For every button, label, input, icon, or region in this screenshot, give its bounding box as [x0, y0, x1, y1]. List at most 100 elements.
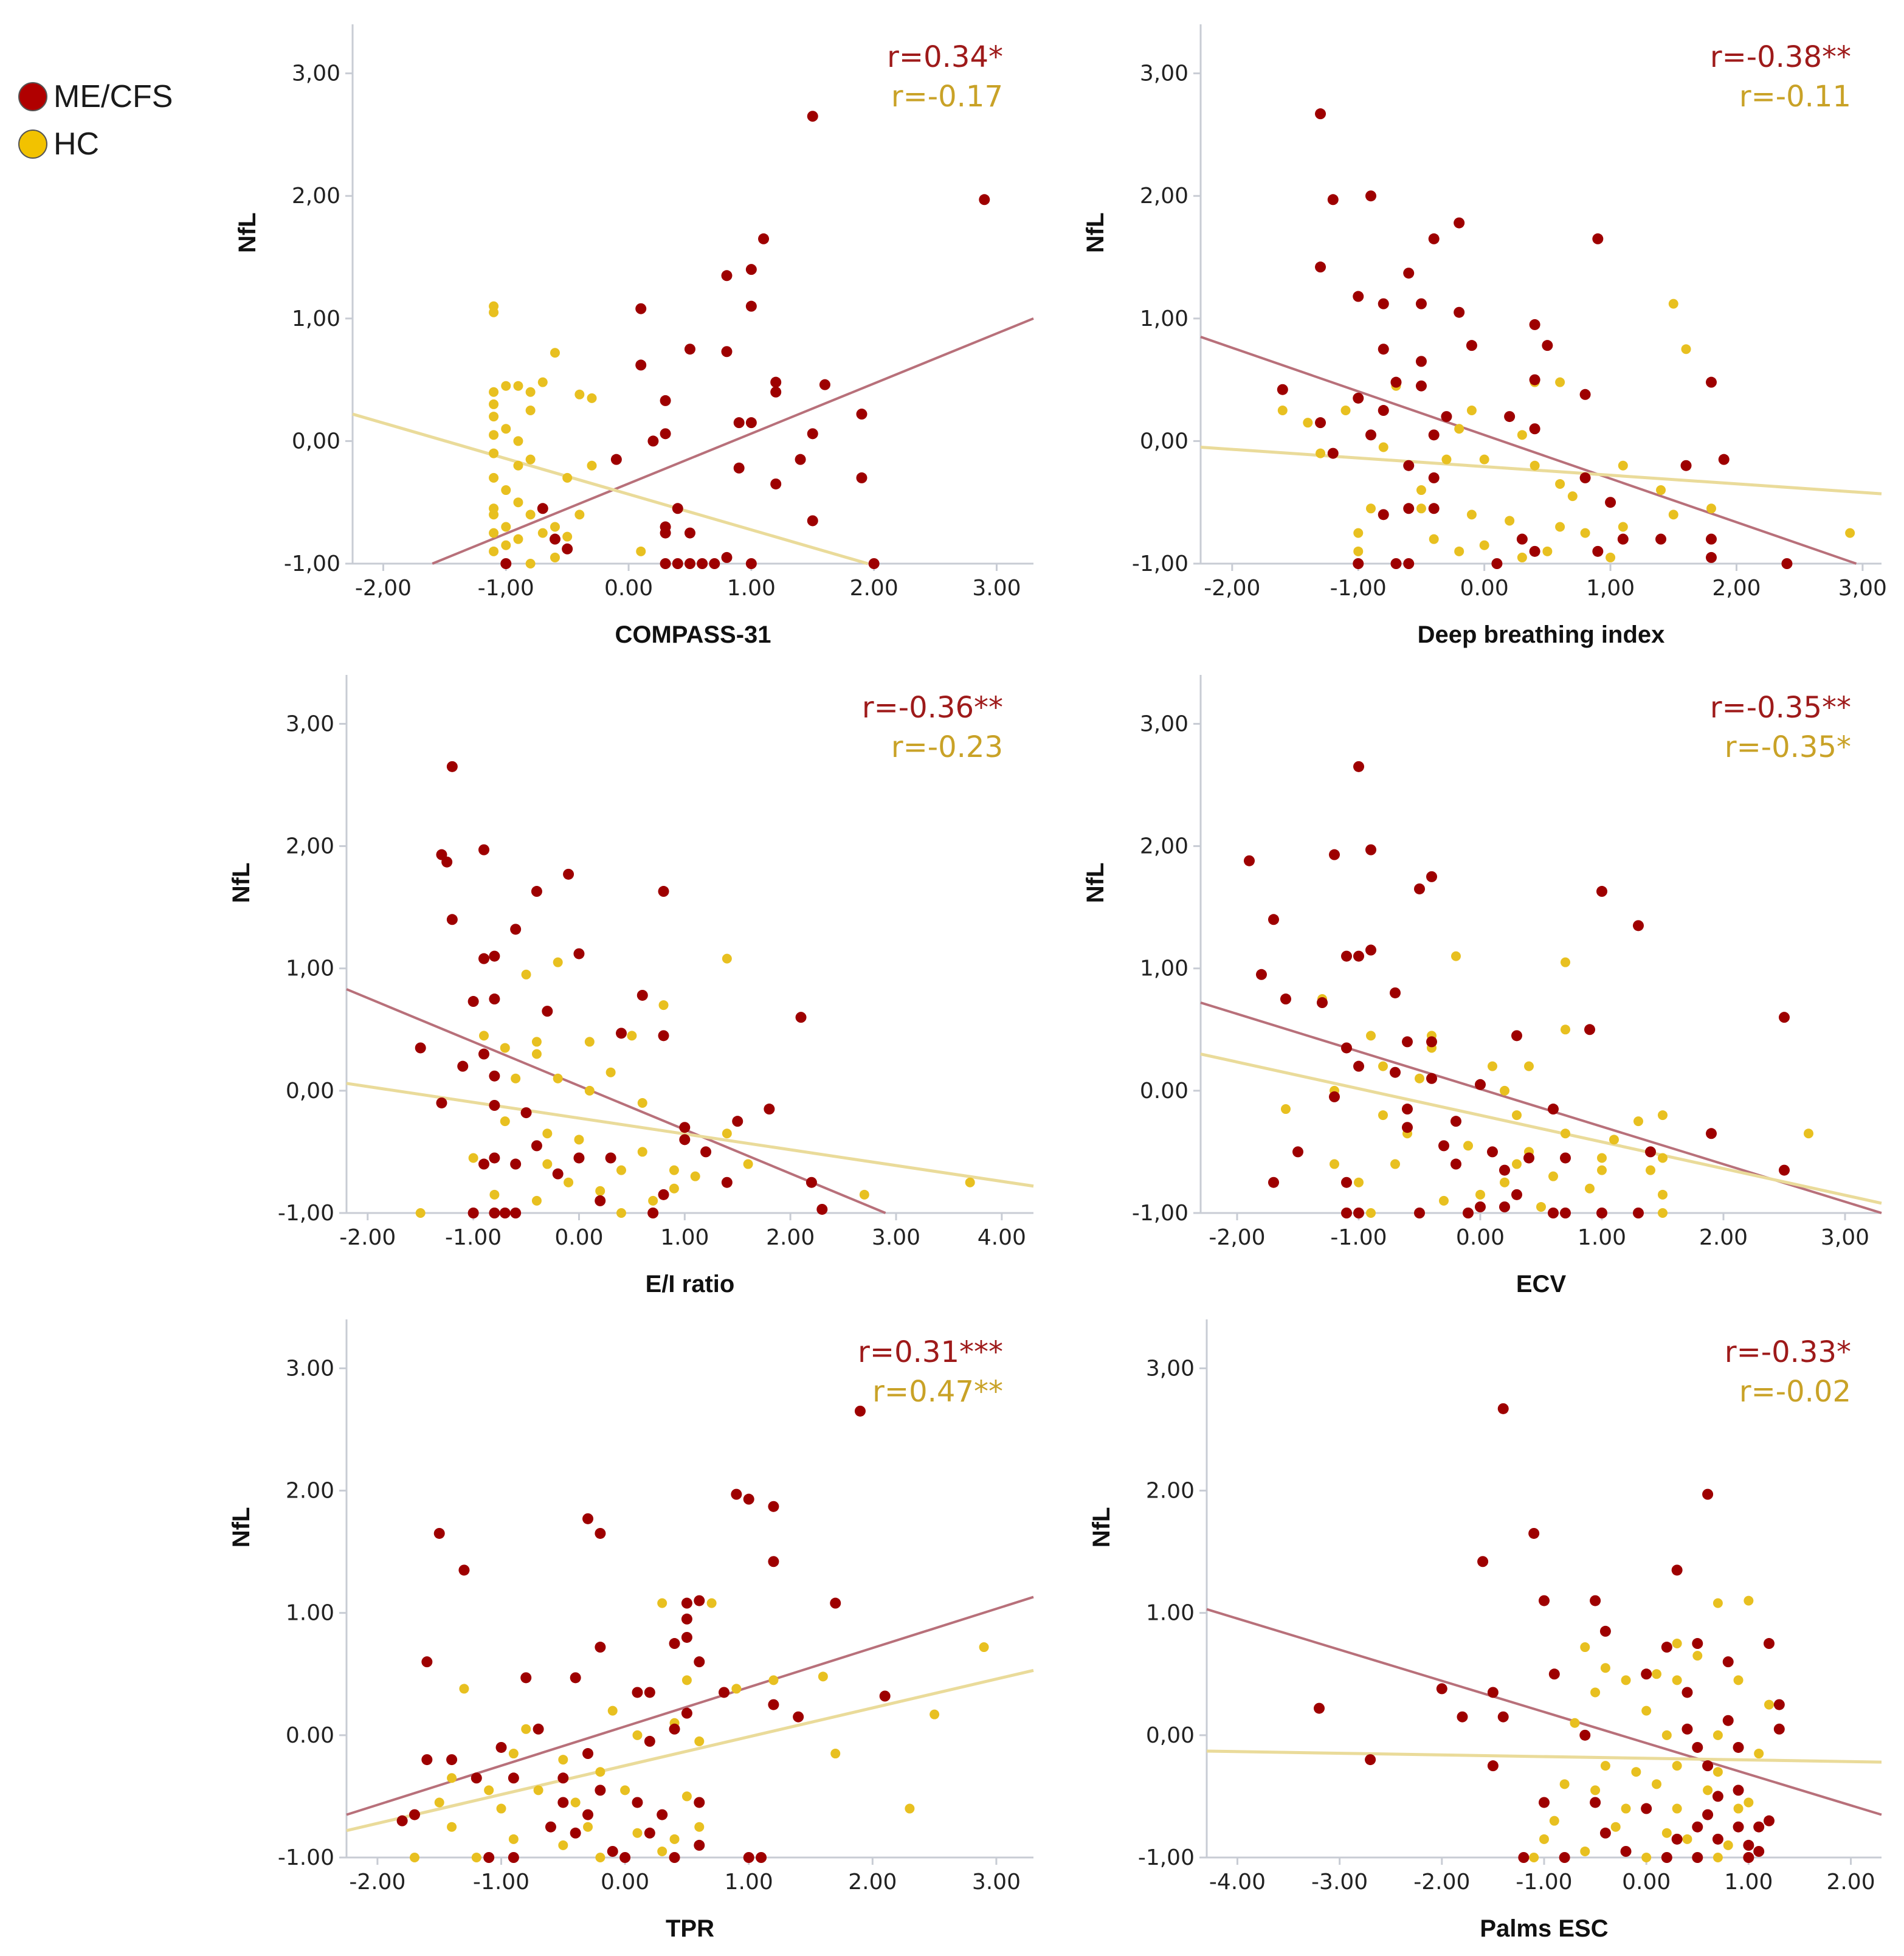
data-point-hc: [415, 1208, 426, 1218]
data-point-hc: [1672, 1675, 1682, 1685]
data-point-hc: [562, 472, 573, 483]
data-point-mecfs: [1743, 1852, 1754, 1863]
data-point-mecfs: [660, 558, 671, 569]
data-point-hc: [489, 448, 499, 458]
y-tick-label: 0.00: [1140, 1079, 1188, 1104]
data-point-mecfs: [1753, 1821, 1765, 1833]
data-point-hc: [525, 559, 536, 568]
data-point-hc: [531, 1049, 542, 1059]
data-point-mecfs: [1353, 558, 1364, 569]
data-point-mecfs: [807, 111, 818, 122]
data-point-mecfs: [446, 914, 458, 925]
data-point-hc: [1517, 552, 1527, 562]
data-point-mecfs: [1403, 460, 1415, 471]
correlation-mecfs: r=-0.38**: [1710, 40, 1851, 74]
data-point-mecfs: [1292, 1146, 1303, 1158]
correlation-mecfs: r=-0.36**: [862, 691, 1003, 725]
data-point-hc: [558, 1755, 568, 1765]
data-point-mecfs: [721, 346, 733, 358]
data-point-hc: [409, 1853, 419, 1862]
data-point-hc: [1590, 1687, 1601, 1698]
data-point-hc: [584, 1085, 595, 1096]
y-axis-label: NfL: [1088, 1507, 1115, 1548]
data-point-mecfs: [1645, 1146, 1656, 1158]
data-point-mecfs: [1620, 1845, 1632, 1857]
x-tick-label: -2,00: [355, 576, 412, 601]
data-point-mecfs: [721, 270, 733, 282]
data-point-mecfs: [743, 1852, 754, 1863]
data-point-mecfs: [879, 1690, 891, 1702]
x-tick-label: -1.00: [473, 1870, 529, 1895]
data-point-hc: [1549, 1816, 1559, 1826]
data-point-mecfs: [1633, 920, 1644, 931]
data-point-hc: [616, 1208, 626, 1218]
data-point-mecfs: [721, 1177, 733, 1188]
data-point-mecfs: [669, 1852, 680, 1863]
data-point-hc: [1354, 1177, 1364, 1187]
y-tick-label: 1,00: [1140, 956, 1188, 981]
data-point-mecfs: [731, 1488, 742, 1500]
data-point-mecfs: [441, 856, 453, 868]
data-point-mecfs: [1402, 1122, 1413, 1133]
data-point-hc: [501, 522, 511, 532]
data-point-hc: [489, 387, 499, 397]
data-point-mecfs: [732, 1116, 743, 1127]
fit-line-mecfs: [1206, 1608, 1882, 1816]
data-point-mecfs: [647, 1208, 659, 1218]
data-point-mecfs: [1560, 1152, 1571, 1164]
data-point-mecfs: [745, 300, 757, 312]
data-point-hc: [979, 1642, 989, 1653]
data-point-mecfs: [694, 1797, 705, 1808]
data-point-hc: [722, 953, 732, 964]
y-tick-label: 3,00: [286, 711, 334, 736]
data-point-hc: [447, 1822, 457, 1832]
correlation-hc: r=-0.17: [891, 80, 1003, 114]
data-point-hc: [1416, 485, 1426, 496]
data-point-hc: [1713, 1853, 1723, 1862]
data-point-mecfs: [1560, 1208, 1571, 1218]
data-point-mecfs: [415, 1042, 426, 1054]
data-point-hc: [550, 552, 560, 562]
data-point-hc: [553, 1073, 563, 1083]
data-point-hc: [1378, 442, 1388, 452]
data-point-mecfs: [1365, 944, 1376, 956]
x-tick-label: 1.00: [1724, 1870, 1773, 1895]
data-point-mecfs: [1315, 417, 1326, 429]
data-point-mecfs: [1548, 1668, 1560, 1680]
data-point-mecfs: [644, 1827, 655, 1839]
data-point-hc: [637, 1147, 647, 1157]
data-point-hc: [859, 1189, 869, 1200]
data-point-hc: [1658, 1110, 1668, 1121]
data-point-hc: [1621, 1803, 1631, 1814]
data-point-hc: [500, 1116, 510, 1127]
x-tick-label: 1.00: [727, 576, 776, 601]
data-point-mecfs: [636, 989, 648, 1001]
data-point-hc: [1366, 503, 1376, 514]
data-point-mecfs: [1327, 194, 1339, 206]
data-point-mecfs: [1518, 1852, 1530, 1863]
data-point-hc: [694, 1822, 705, 1832]
data-point-hc: [1764, 1699, 1774, 1710]
y-tick-label: 1.00: [1146, 1601, 1195, 1626]
data-point-hc: [1316, 448, 1326, 458]
data-point-mecfs: [660, 527, 671, 539]
data-point-hc: [1672, 1803, 1682, 1814]
data-point-hc: [1646, 1165, 1655, 1175]
data-point-hc: [1530, 460, 1540, 471]
data-point-hc: [658, 1000, 669, 1011]
data-point-hc: [637, 1097, 647, 1108]
data-point-mecfs: [478, 1158, 489, 1170]
data-point-mecfs: [478, 844, 489, 855]
data-point-mecfs: [1426, 871, 1437, 882]
data-point-mecfs: [421, 1754, 433, 1766]
legend-item-hc: HC: [18, 120, 173, 168]
data-point-mecfs: [1722, 1715, 1734, 1726]
data-point-mecfs: [1641, 1668, 1652, 1680]
data-point-hc: [1277, 406, 1288, 416]
data-point-hc: [1668, 510, 1678, 520]
data-point-hc: [1682, 1834, 1692, 1844]
data-point-hc: [1559, 1779, 1570, 1789]
x-tick-label: -1.00: [445, 1225, 502, 1250]
data-point-hc: [501, 485, 511, 496]
